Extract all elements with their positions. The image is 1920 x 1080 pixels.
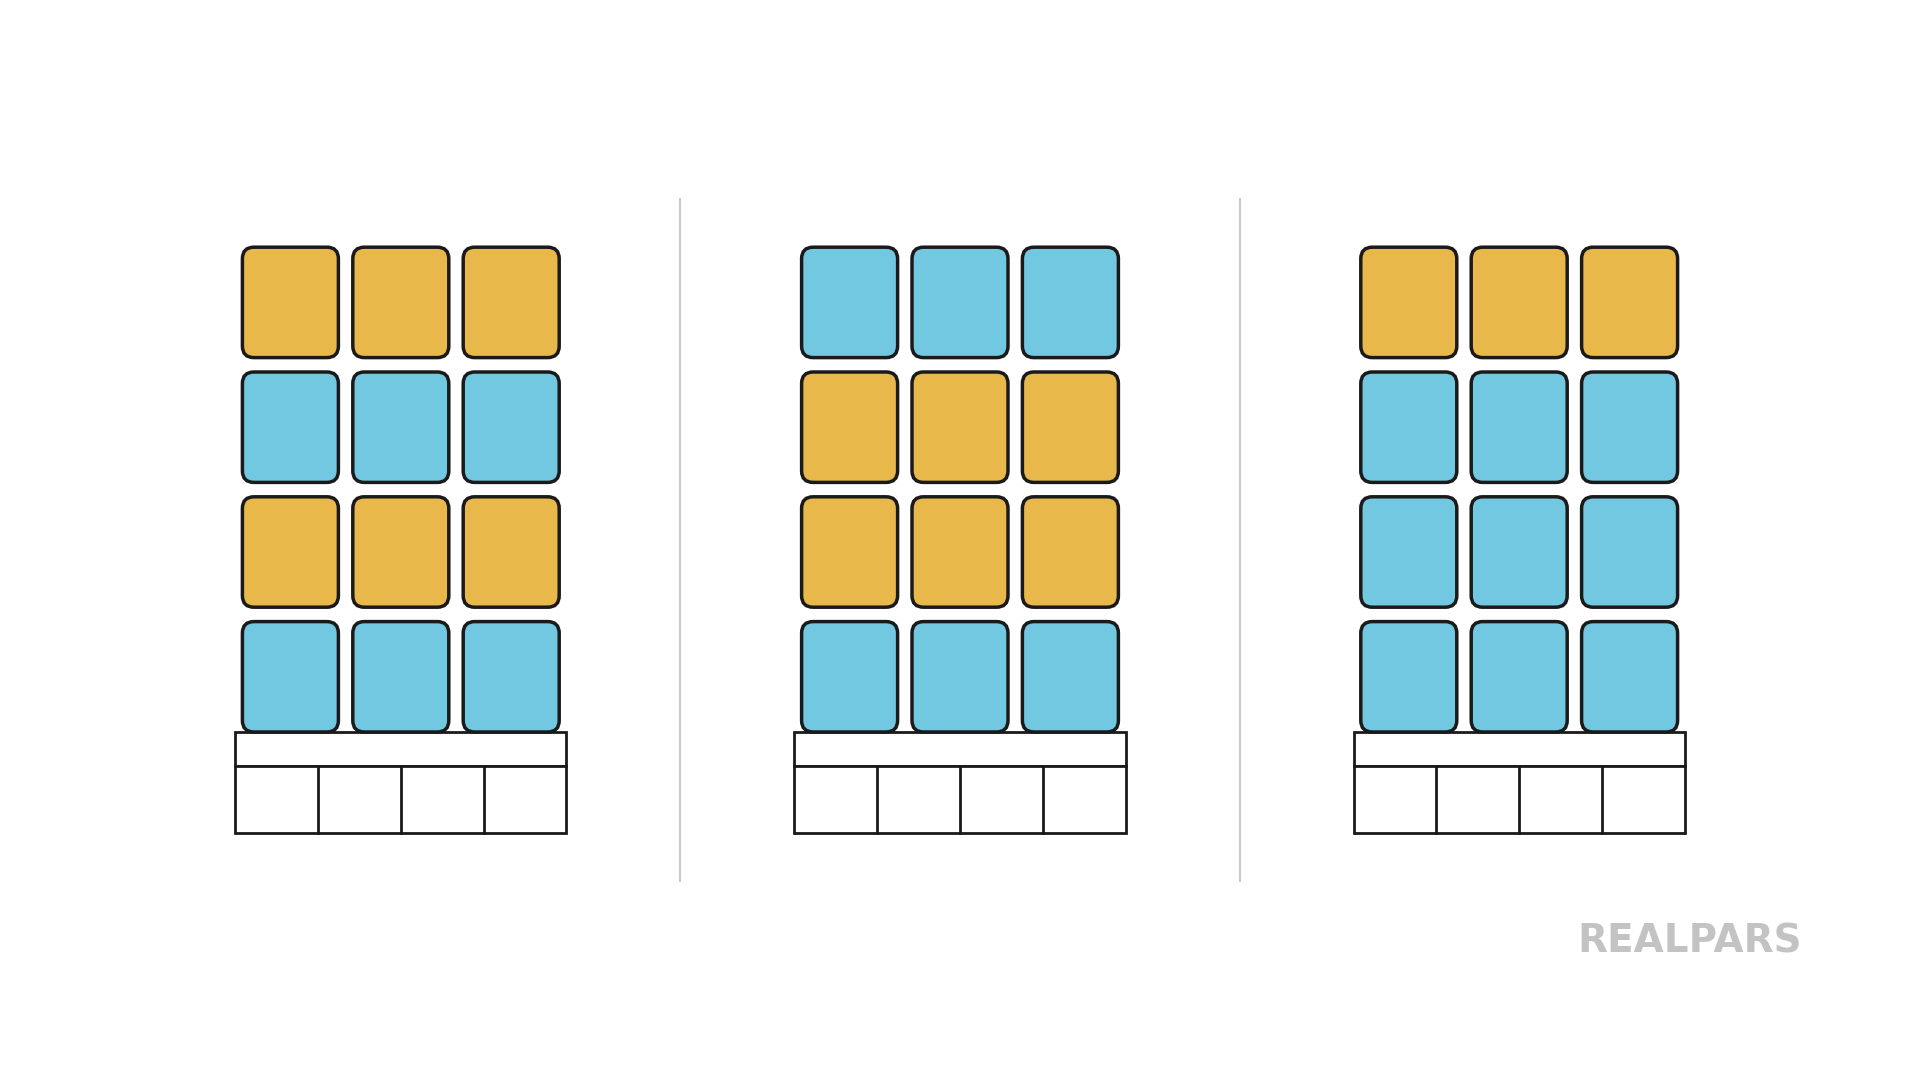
FancyBboxPatch shape [242, 622, 338, 732]
Bar [236, 732, 566, 766]
FancyBboxPatch shape [803, 622, 899, 732]
FancyBboxPatch shape [353, 497, 449, 607]
Bar [236, 766, 566, 833]
Bar [795, 732, 1125, 766]
FancyBboxPatch shape [1361, 372, 1457, 483]
FancyBboxPatch shape [1471, 622, 1567, 732]
FancyBboxPatch shape [803, 372, 899, 483]
FancyBboxPatch shape [1023, 247, 1117, 357]
FancyBboxPatch shape [912, 622, 1008, 732]
FancyBboxPatch shape [1471, 372, 1567, 483]
FancyBboxPatch shape [1471, 247, 1567, 357]
Bar [1354, 732, 1686, 766]
FancyBboxPatch shape [1023, 372, 1117, 483]
FancyBboxPatch shape [1582, 372, 1678, 483]
FancyBboxPatch shape [912, 247, 1008, 357]
FancyBboxPatch shape [463, 497, 559, 607]
FancyBboxPatch shape [1023, 622, 1117, 732]
FancyBboxPatch shape [242, 497, 338, 607]
FancyBboxPatch shape [463, 372, 559, 483]
FancyBboxPatch shape [803, 497, 899, 607]
FancyBboxPatch shape [1582, 622, 1678, 732]
FancyBboxPatch shape [1361, 497, 1457, 607]
FancyBboxPatch shape [1023, 497, 1117, 607]
FancyBboxPatch shape [242, 247, 338, 357]
FancyBboxPatch shape [463, 622, 559, 732]
FancyBboxPatch shape [912, 497, 1008, 607]
FancyBboxPatch shape [353, 247, 449, 357]
FancyBboxPatch shape [912, 372, 1008, 483]
FancyBboxPatch shape [242, 372, 338, 483]
Text: REALPARS: REALPARS [1578, 922, 1801, 960]
Bar [1354, 766, 1686, 833]
FancyBboxPatch shape [463, 247, 559, 357]
FancyBboxPatch shape [803, 247, 899, 357]
FancyBboxPatch shape [1582, 497, 1678, 607]
Bar [795, 766, 1125, 833]
FancyBboxPatch shape [1582, 247, 1678, 357]
FancyBboxPatch shape [353, 622, 449, 732]
FancyBboxPatch shape [1361, 247, 1457, 357]
FancyBboxPatch shape [1471, 497, 1567, 607]
FancyBboxPatch shape [1361, 622, 1457, 732]
FancyBboxPatch shape [353, 372, 449, 483]
